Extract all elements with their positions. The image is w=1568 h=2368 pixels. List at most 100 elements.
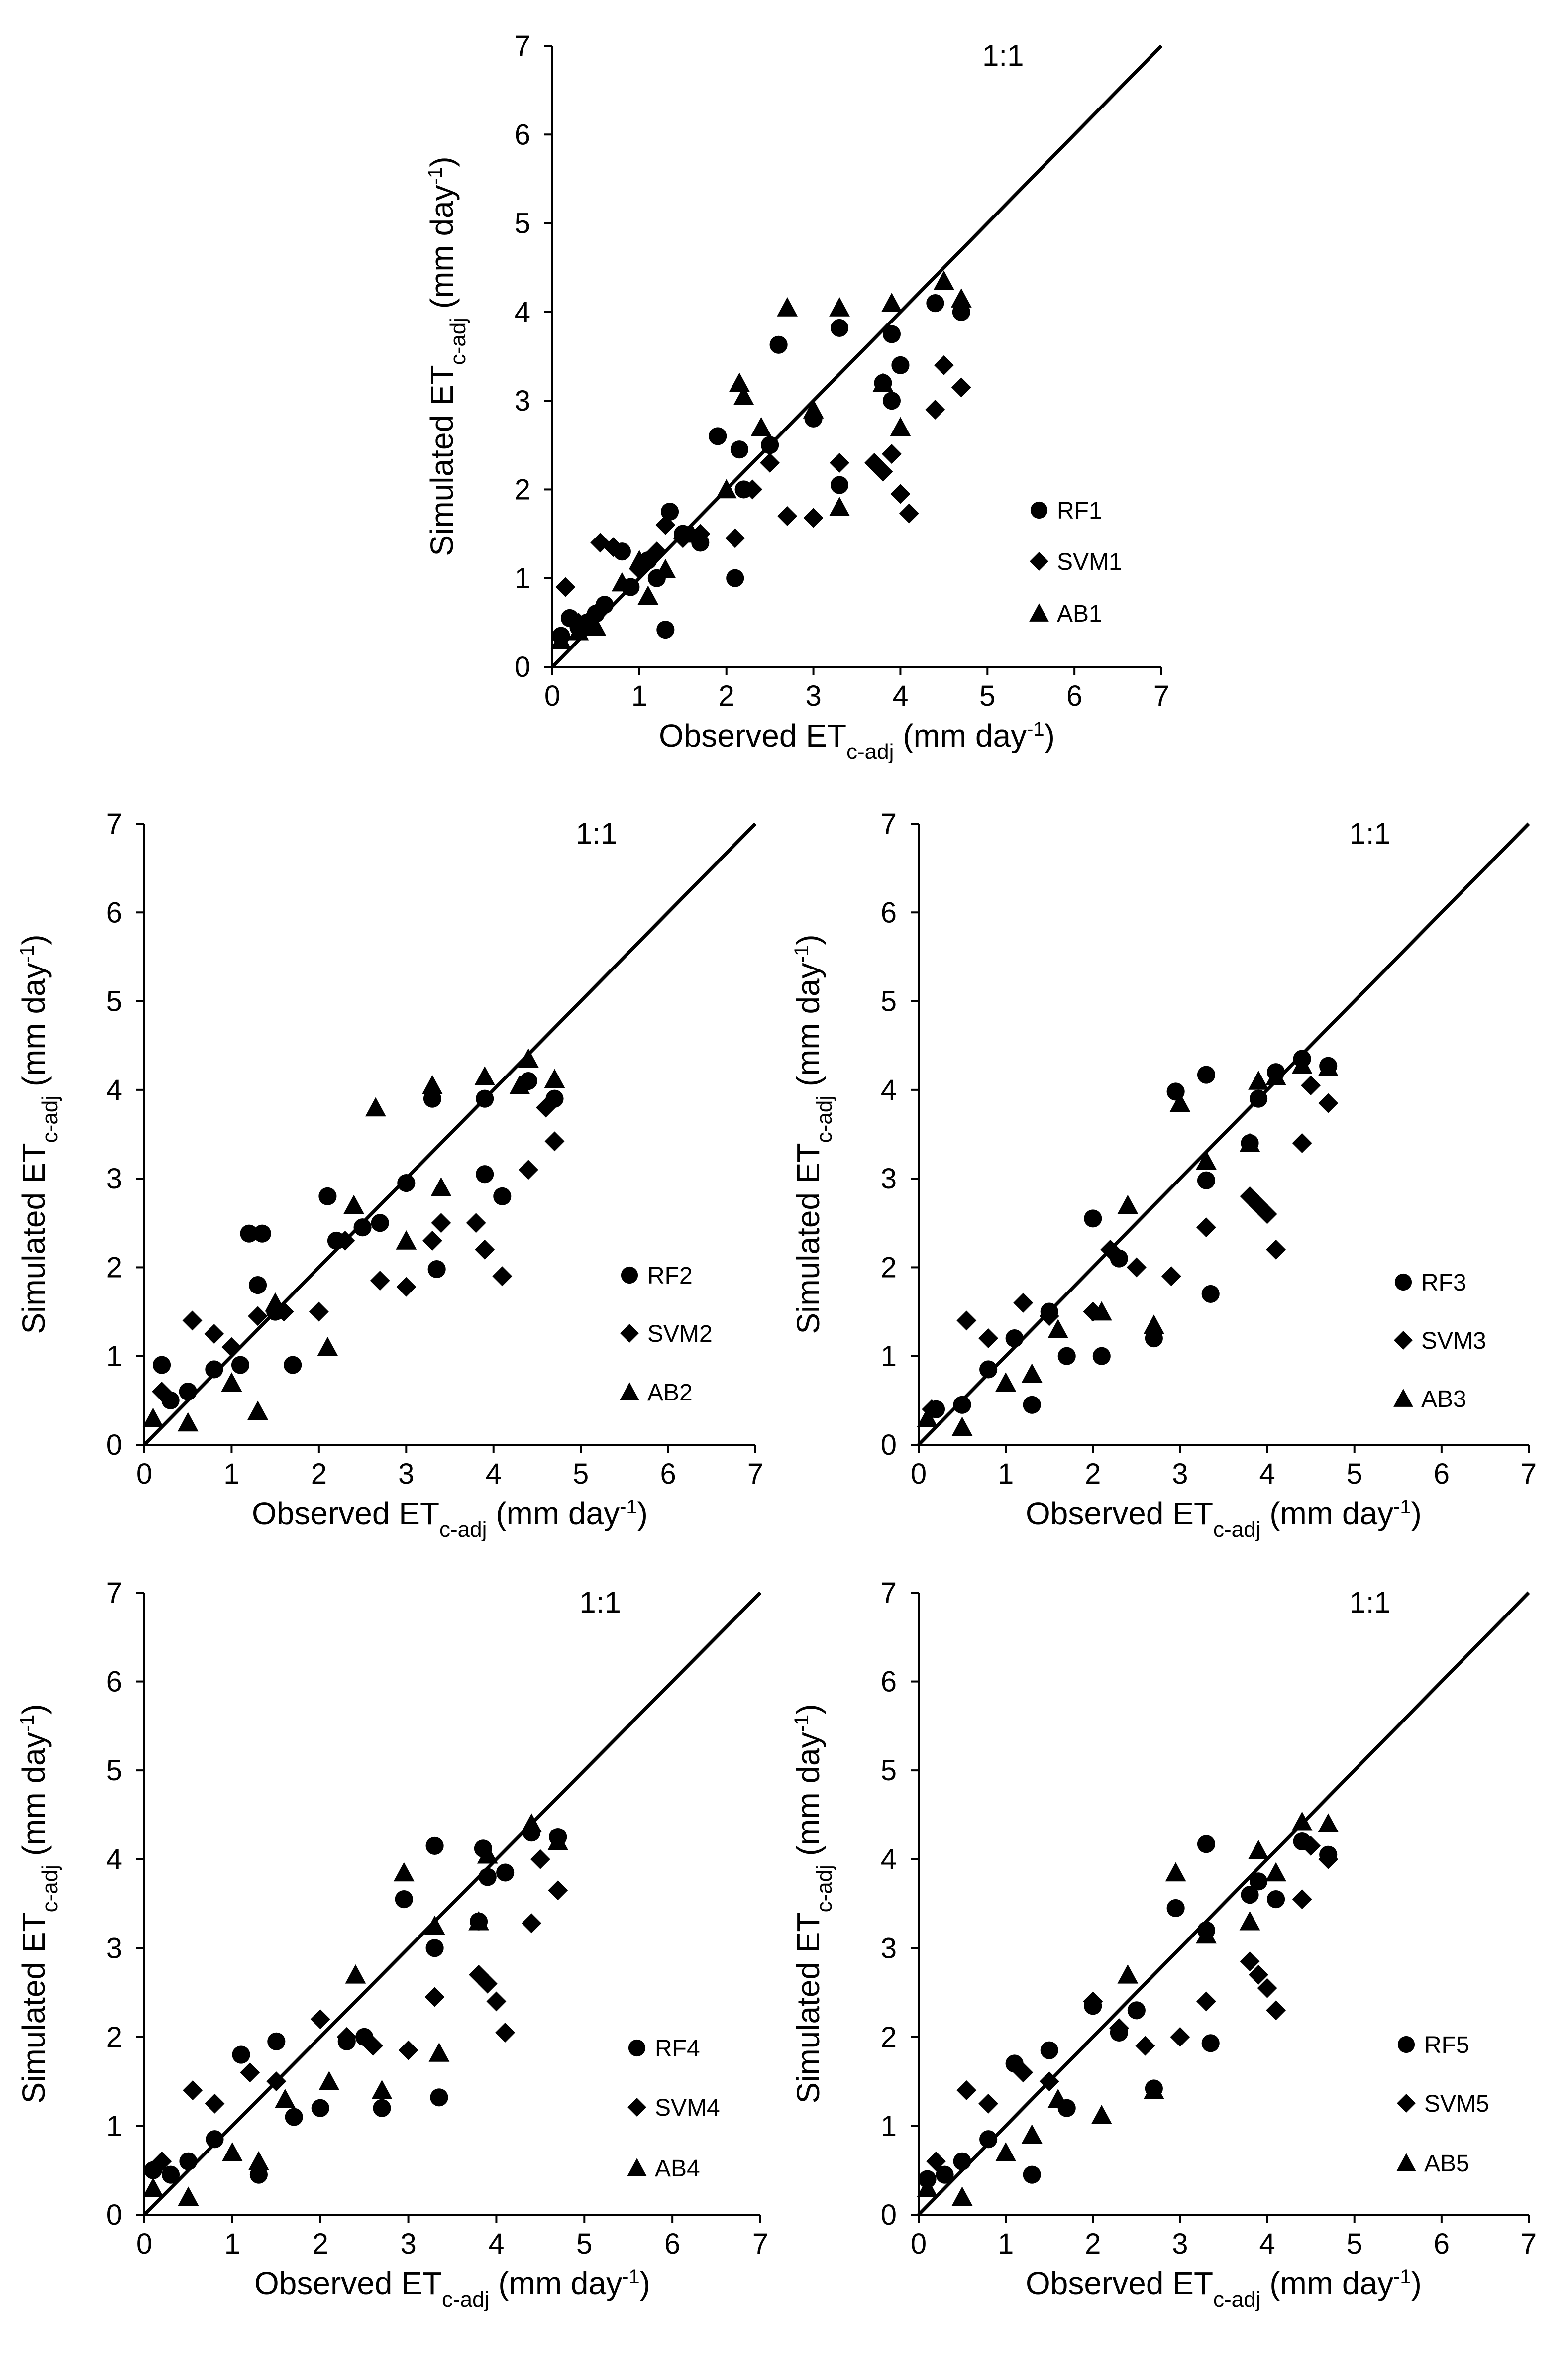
circle-point <box>476 1165 494 1184</box>
triangle-point <box>628 550 650 569</box>
diamond-point <box>742 479 763 500</box>
x-tick-label: 5 <box>576 2228 592 2260</box>
triangle-point <box>1143 1314 1164 1334</box>
legend-label: AB1 <box>1057 601 1102 627</box>
x-axis-title-subscript: c-adj <box>846 740 894 764</box>
diamond-point <box>536 1097 556 1118</box>
y-axis-title-close: ) <box>16 1704 52 1714</box>
y-tick-label: 7 <box>106 808 122 840</box>
y-axis-title-close: ) <box>790 934 826 945</box>
triangle-point <box>365 1097 386 1117</box>
y-axis-title-superscript: -1 <box>16 945 38 963</box>
diamond-point <box>1266 2000 1286 2021</box>
y-tick-label: 1 <box>106 1340 122 1373</box>
y-tick-label: 5 <box>881 1754 897 1787</box>
diamond-point <box>1170 2027 1190 2047</box>
triangle-point <box>317 1336 338 1356</box>
legend-item-RF1: RF1 <box>1030 498 1102 524</box>
circle-point <box>205 1360 223 1379</box>
one-to-one-label: 1:1 <box>1350 1586 1391 1619</box>
circle-point <box>761 436 779 454</box>
x-tick-label: 6 <box>660 1458 676 1490</box>
diamond-point <box>205 2093 225 2114</box>
y-axis-title-close: ) <box>790 1704 826 1714</box>
circle-point <box>709 427 727 445</box>
diamond-point <box>725 528 745 548</box>
y-tick-label: 2 <box>881 1251 897 1284</box>
y-axis-title-close: ) <box>16 934 52 945</box>
diamond-point <box>926 2151 946 2171</box>
diamond-point <box>1126 1257 1147 1278</box>
series-AB3 <box>917 1055 1339 1436</box>
x-tick-label: 2 <box>313 2228 328 2260</box>
triangle-point <box>803 399 824 419</box>
triangle-point <box>1248 1071 1269 1090</box>
x-axis-title-main: Observed ET <box>659 718 846 753</box>
legend-circle-marker <box>1394 1273 1412 1291</box>
diamond-point <box>530 1849 550 1869</box>
diamond-point <box>1318 1093 1339 1113</box>
legend-diamond-marker <box>620 1324 639 1343</box>
x-axis-title-unit: (mm day <box>489 2265 622 2301</box>
x-axis-title-main: Observed ET <box>1026 1496 1213 1531</box>
legend-item-AB3: AB3 <box>1393 1386 1466 1412</box>
y-tick-label: 1 <box>106 2110 122 2142</box>
triangle-point <box>247 1400 268 1420</box>
one-to-one-line <box>143 822 757 1446</box>
triangle-point <box>995 2142 1017 2161</box>
triangle-point <box>890 417 911 436</box>
x-axis-title-unit: (mm day <box>1260 2265 1393 2301</box>
circle-point <box>1092 1347 1111 1365</box>
diamond-point <box>655 515 676 535</box>
legend-diamond-marker <box>1030 552 1048 571</box>
diamond-point <box>1013 1292 1034 1313</box>
triangle-point <box>318 2071 340 2090</box>
diamond-point <box>221 1337 242 1357</box>
legend-item-RF3: RF3 <box>1394 1270 1466 1296</box>
x-axis-title-subscript: c-adj <box>439 1517 487 1542</box>
diamond-point <box>830 452 849 473</box>
x-tick-label: 4 <box>1259 1458 1275 1490</box>
triangle-point <box>544 1069 565 1088</box>
triangle-point <box>917 2177 938 2197</box>
one-to-one-label: 1:1 <box>576 817 617 850</box>
circle-point <box>953 2152 971 2170</box>
y-axis-title-superscript: -1 <box>424 167 446 185</box>
circle-point <box>1197 1066 1216 1084</box>
legend-item-RF4: RF4 <box>628 2036 700 2062</box>
triangle-point <box>716 479 737 499</box>
x-axis-title: Observed ETc-adj (mm day-1) <box>1026 2265 1422 2312</box>
diamond-point <box>274 1301 294 1322</box>
circle-point <box>1166 1899 1185 1917</box>
y-tick-label: 0 <box>515 651 530 683</box>
diamond-point <box>629 559 649 579</box>
triangle-point <box>518 1048 539 1068</box>
legend-label: SVM4 <box>655 2095 720 2121</box>
diamond-point <box>1039 2071 1059 2092</box>
triangle-point <box>509 1075 530 1094</box>
y-axis-title-main: Simulated ET <box>424 365 460 556</box>
triangle-point <box>611 572 632 592</box>
diamond-point <box>1301 1835 1321 1856</box>
circle-point <box>240 1224 258 1243</box>
triangle-point <box>1047 1319 1069 1338</box>
x-tick-label: 7 <box>752 2228 768 2260</box>
legend-item-SVM5: SVM5 <box>1397 2091 1489 2117</box>
y-axis-title-subscript: c-adj <box>38 1865 62 1912</box>
diamond-point <box>183 2080 203 2100</box>
circle-point <box>1250 1089 1268 1108</box>
diamond-point <box>555 577 576 597</box>
diamond-point <box>646 541 667 562</box>
circle-point <box>882 392 901 410</box>
diamond-point <box>603 537 624 557</box>
x-tick-label: 4 <box>892 680 908 712</box>
triangle-point <box>995 1372 1017 1392</box>
x-tick-label: 3 <box>1172 2228 1188 2260</box>
diamond-point <box>956 2080 977 2100</box>
x-tick-label: 7 <box>747 1458 763 1490</box>
circle-point <box>206 2130 224 2149</box>
x-axis-title-close: ) <box>1411 1496 1422 1531</box>
y-axis-title: Simulated ETc-adj (mm day-1) <box>790 1704 836 2103</box>
circle-point <box>353 1218 372 1237</box>
y-tick-label: 7 <box>515 30 530 62</box>
